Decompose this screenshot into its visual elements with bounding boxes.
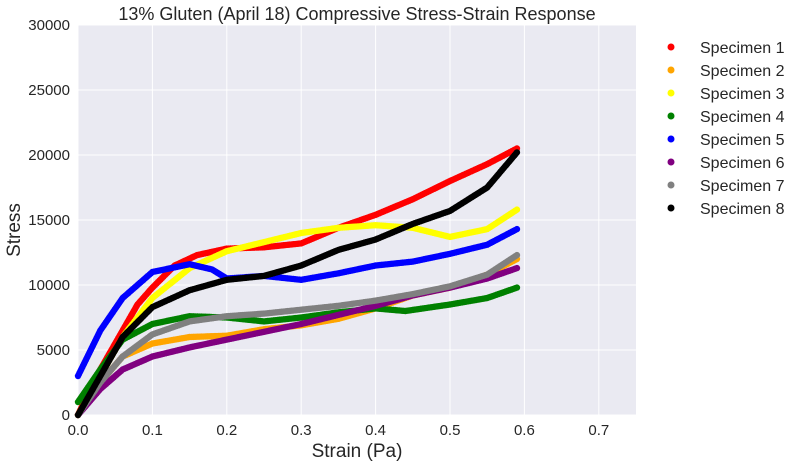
- legend: Specimen 1 Specimen 2 Specimen 3 Specimen 4…: [667, 40, 785, 218]
- chart-title: 13% Gluten (April 18) Compressive Stress…: [118, 4, 595, 24]
- legend-item-specimen-7: Specimen 7: [667, 178, 785, 195]
- grid: [77, 24, 636, 416]
- x-tick-label: 0.4: [365, 422, 386, 439]
- legend-label: Specimen 3: [700, 86, 785, 103]
- x-tick-label: 0.0: [68, 422, 89, 439]
- y-tick-label: 5000: [37, 342, 70, 359]
- specimen-6-marker: [513, 264, 521, 272]
- legend-label: Specimen 2: [700, 63, 785, 80]
- specimen-4-marker: [513, 284, 521, 291]
- x-tick-label: 0.3: [291, 422, 312, 439]
- legend-item-specimen-4: Specimen 4: [667, 109, 785, 126]
- specimen-8-series: [74, 149, 521, 419]
- legend-item-specimen-2: Specimen 2: [667, 63, 785, 80]
- x-axis-label: Strain (Pa): [312, 441, 403, 462]
- specimen-5-marker: [513, 225, 521, 233]
- y-tick-label: 30000: [28, 17, 70, 34]
- y-axis-label: Stress: [4, 203, 25, 257]
- y-tick-label: 10000: [28, 277, 70, 294]
- legend-item-specimen-6: Specimen 6: [667, 155, 785, 172]
- legend-item-specimen-1: Specimen 1: [667, 40, 785, 57]
- legend-marker: [667, 66, 675, 74]
- legend-label: Specimen 5: [700, 132, 785, 149]
- y-tick-label: 25000: [28, 82, 70, 99]
- legend-marker: [667, 158, 675, 166]
- legend-marker: [667, 43, 675, 51]
- legend-marker: [667, 112, 675, 120]
- x-tick-label: 0.6: [514, 422, 535, 439]
- x-tick-label: 0.7: [588, 422, 609, 439]
- specimen-3-marker: [513, 206, 521, 213]
- x-tick-labels: 0.0 0.1 0.2 0.3 0.4 0.5 0.6 0.7: [68, 422, 610, 439]
- legend-marker: [667, 204, 675, 212]
- legend-label: Specimen 4: [700, 109, 785, 126]
- legend-label: Specimen 8: [700, 201, 785, 218]
- y-tick-label: 0: [62, 407, 70, 424]
- legend-marker: [667, 135, 675, 143]
- x-tick-label: 0.2: [216, 422, 237, 439]
- specimen-7-marker: [513, 251, 521, 259]
- y-tick-label: 20000: [28, 147, 70, 164]
- y-tick-label: 15000: [28, 212, 70, 229]
- legend-label: Specimen 1: [700, 40, 785, 57]
- legend-item-specimen-3: Specimen 3: [667, 86, 785, 103]
- specimen-3-series: [74, 206, 521, 419]
- series-layer: [74, 145, 521, 419]
- x-tick-label: 0.5: [440, 422, 461, 439]
- legend-label: Specimen 7: [700, 178, 785, 195]
- legend-item-specimen-8: Specimen 8: [667, 201, 785, 218]
- legend-marker: [667, 181, 675, 189]
- legend-item-specimen-5: Specimen 5: [667, 132, 785, 149]
- specimen-8-marker: [513, 149, 521, 156]
- legend-label: Specimen 6: [700, 155, 785, 172]
- specimen-5-series: [74, 225, 521, 380]
- x-tick-label: 0.1: [142, 422, 163, 439]
- y-tick-labels: 0 5000 10000 15000 20000 25000 30000: [28, 17, 70, 424]
- legend-marker: [667, 89, 675, 97]
